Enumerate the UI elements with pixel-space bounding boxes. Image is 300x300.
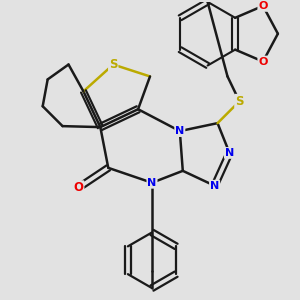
Text: N: N (210, 181, 219, 191)
Text: O: O (74, 181, 83, 194)
Text: O: O (258, 1, 268, 11)
Text: O: O (258, 56, 268, 67)
Text: N: N (147, 178, 157, 188)
Text: N: N (175, 126, 184, 136)
Text: N: N (225, 148, 234, 158)
Text: S: S (235, 95, 244, 108)
Text: S: S (109, 58, 118, 71)
